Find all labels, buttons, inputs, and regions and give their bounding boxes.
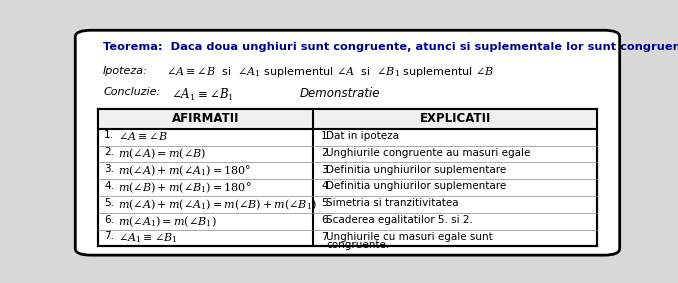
- Text: $m(\angle A) + m(\angle A_1) = 180°$: $m(\angle A) + m(\angle A_1) = 180°$: [118, 164, 251, 178]
- Text: 6.: 6.: [321, 215, 331, 225]
- Bar: [98, 109, 597, 129]
- FancyBboxPatch shape: [75, 30, 620, 255]
- Text: $m(\angle B) + m(\angle B_1) = 180°$: $m(\angle B) + m(\angle B_1) = 180°$: [118, 181, 252, 195]
- Text: 1.: 1.: [321, 131, 331, 141]
- Text: 3.: 3.: [104, 164, 114, 174]
- Text: 3.: 3.: [321, 164, 331, 175]
- Text: 1.: 1.: [104, 130, 114, 140]
- Bar: [98, 109, 597, 246]
- Text: $\angle A_1 \equiv \angle B_1$: $\angle A_1 \equiv \angle B_1$: [118, 231, 178, 245]
- Text: 4.: 4.: [321, 181, 331, 191]
- Text: $m(\angle A) = m(\angle B)$: $m(\angle A) = m(\angle B)$: [118, 147, 206, 161]
- Text: 4.: 4.: [104, 181, 114, 191]
- Text: congruente.: congruente.: [327, 240, 390, 250]
- Text: Ipoteza:: Ipoteza:: [103, 66, 148, 76]
- Text: 5.: 5.: [321, 198, 331, 208]
- Text: 6.: 6.: [104, 215, 114, 224]
- Text: Dat in ipoteza: Dat in ipoteza: [327, 131, 399, 141]
- Text: $\angle A \equiv \angle B$: $\angle A \equiv \angle B$: [118, 130, 167, 142]
- Text: $\angle A_1 \equiv \angle B_1$: $\angle A_1 \equiv \angle B_1$: [172, 87, 235, 103]
- Text: Definitia unghiurilor suplementare: Definitia unghiurilor suplementare: [327, 164, 506, 175]
- Text: Definitia unghiurilor suplementare: Definitia unghiurilor suplementare: [327, 181, 506, 191]
- Text: 2.: 2.: [321, 148, 331, 158]
- Text: Concluzie:: Concluzie:: [103, 87, 161, 97]
- Text: 7.: 7.: [104, 231, 114, 241]
- Text: 7.: 7.: [321, 232, 331, 242]
- Text: Scaderea egalitatilor 5. si 2.: Scaderea egalitatilor 5. si 2.: [327, 215, 473, 225]
- Text: Unghiurile cu masuri egale sunt: Unghiurile cu masuri egale sunt: [327, 232, 493, 242]
- Text: Demonstratie: Demonstratie: [300, 87, 380, 100]
- Text: $\angle A \equiv \angle B$  si  $\angle A_1$ suplementul $\angle A$  si  $\angle: $\angle A \equiv \angle B$ si $\angle A_…: [166, 65, 495, 79]
- Text: Teorema:  Daca doua unghiuri sunt congruente, atunci si suplementale lor sunt co: Teorema: Daca doua unghiuri sunt congrue…: [103, 42, 678, 52]
- Text: $m(\angle A_1) = m(\angle B_1)$: $m(\angle A_1) = m(\angle B_1)$: [118, 214, 216, 229]
- Text: $m(\angle A) + m(\angle A_1) = m(\angle B) + m(\angle B_1)$: $m(\angle A) + m(\angle A_1) = m(\angle …: [118, 197, 317, 212]
- Text: EXPLICATII: EXPLICATII: [420, 112, 491, 125]
- Text: 2.: 2.: [104, 147, 114, 157]
- Text: 5.: 5.: [104, 198, 114, 208]
- Text: AFIRMATII: AFIRMATII: [172, 112, 239, 125]
- Text: Unghiurile congruente au masuri egale: Unghiurile congruente au masuri egale: [327, 148, 531, 158]
- Text: Simetria si tranzitivitatea: Simetria si tranzitivitatea: [327, 198, 459, 208]
